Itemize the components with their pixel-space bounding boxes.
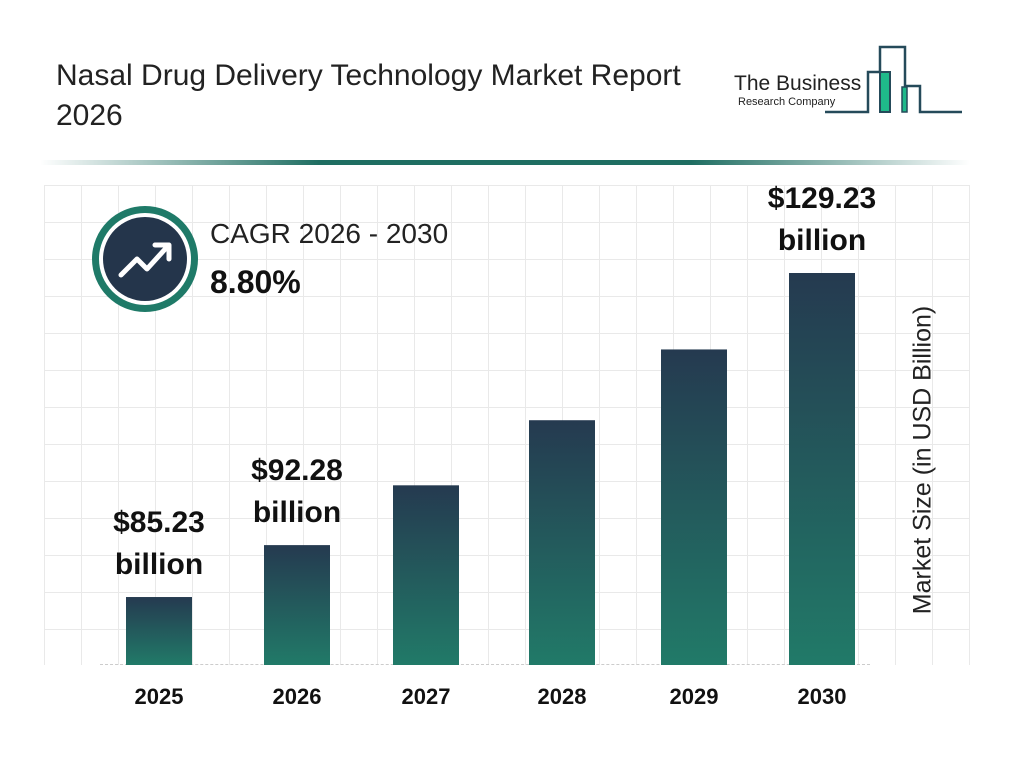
bar-2030 [789,273,855,665]
header-divider [40,160,970,165]
data-label-amount: $85.23 [113,506,205,539]
bar-2027 [393,485,459,665]
cagr-label: CAGR 2026 - 2030 [210,218,449,249]
bar-2028 [529,420,595,665]
x-tick-label: 2029 [670,684,719,709]
logo-text-line2: Research Company [738,96,836,108]
x-tick-label: 2027 [402,684,451,709]
cagr-value: 8.80% [210,264,301,300]
trending-up-icon [118,242,172,278]
data-label-unit: billion [778,224,866,257]
data-label-amount: $129.23 [768,182,876,215]
cagr-badge [92,206,198,312]
company-logo: The Business Research Company [730,44,965,116]
logo-buildings-icon [825,45,962,114]
x-axis-baseline [100,664,870,665]
x-tick-label: 2026 [273,684,322,709]
x-tick-label: 2025 [135,684,184,709]
data-label-unit: billion [115,548,203,581]
logo-text-line1: The Business [734,72,862,95]
bar-2025 [126,597,192,665]
data-label-amount: $92.28 [251,454,343,487]
page-title: Nasal Drug Delivery Technology Market Re… [56,59,681,132]
data-label-unit: billion [253,496,341,529]
x-tick-label: 2028 [538,684,587,709]
bar-2029 [661,349,727,665]
y-axis-label: Market Size (in USD Billion) [908,305,937,615]
bar-2026 [264,545,330,665]
x-tick-label: 2030 [798,684,847,709]
